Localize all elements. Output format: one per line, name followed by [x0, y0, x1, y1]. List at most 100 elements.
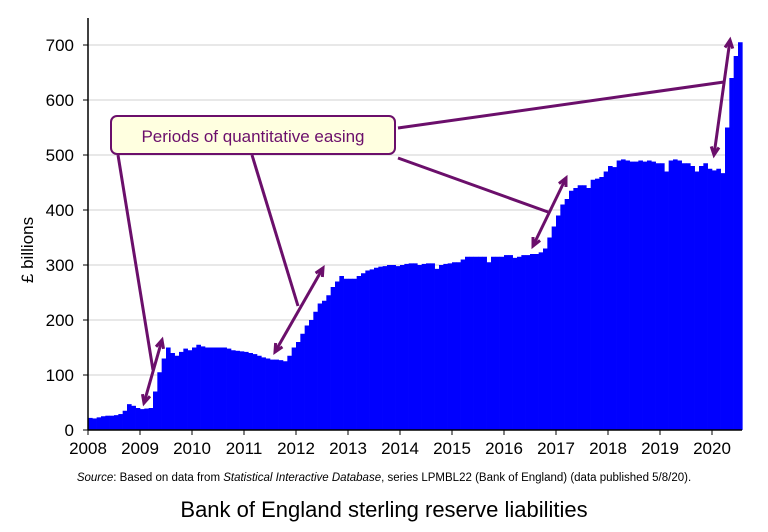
- bar: [430, 263, 435, 430]
- bar: [560, 204, 565, 430]
- bar: [586, 188, 591, 430]
- bar: [235, 350, 240, 430]
- bar: [300, 333, 305, 430]
- bar: [694, 171, 700, 430]
- bar: [391, 265, 396, 430]
- bar: [114, 415, 119, 430]
- bar: [222, 347, 227, 430]
- bar: [417, 265, 422, 430]
- bar: [556, 215, 561, 430]
- y-tick-label: 100: [46, 366, 74, 385]
- bar: [712, 170, 717, 430]
- bar: [322, 300, 327, 430]
- bar: [590, 179, 596, 430]
- bar: [365, 270, 370, 430]
- annotation-box: Periods of quantitative easing: [110, 115, 396, 155]
- source-label: Source: [76, 472, 114, 484]
- bar: [681, 163, 687, 430]
- bar: [252, 354, 258, 430]
- y-axis-label: £ billions: [18, 216, 37, 284]
- bar: [205, 347, 210, 430]
- x-tick-label: 2017: [537, 439, 575, 458]
- bar: [699, 166, 704, 430]
- bar: [374, 267, 379, 430]
- double-arrow: [712, 39, 732, 156]
- double-arrow: [142, 339, 164, 404]
- y-tick-label: 400: [46, 201, 74, 220]
- bar: [473, 256, 479, 430]
- bar: [447, 263, 453, 430]
- bar: [616, 160, 622, 430]
- chart-title: Bank of England sterling reserve liabili…: [180, 497, 588, 522]
- bar: [408, 263, 414, 430]
- bar: [200, 346, 206, 430]
- pointer-line: [397, 80, 725, 130]
- pointer-line: [250, 154, 300, 307]
- x-tick-label: 2012: [277, 439, 315, 458]
- bar: [183, 348, 188, 430]
- bar: [651, 161, 656, 430]
- bar: [144, 408, 149, 430]
- bar: [603, 171, 609, 430]
- bar: [317, 303, 323, 430]
- bar: [660, 163, 665, 430]
- bar: [339, 276, 344, 430]
- arrow-head: [314, 265, 325, 278]
- bar: [720, 173, 726, 430]
- bar: [343, 278, 349, 430]
- bar: [348, 278, 353, 430]
- bar: [729, 78, 734, 430]
- bar: [257, 355, 262, 430]
- y-tick-label: 600: [46, 91, 74, 110]
- bar: [690, 166, 695, 430]
- bar: [608, 166, 613, 430]
- bar: [504, 255, 509, 430]
- arrow-head: [154, 336, 166, 350]
- bar: [547, 237, 552, 430]
- bar: [460, 259, 466, 430]
- bar: [213, 347, 219, 430]
- bar: [655, 163, 661, 430]
- x-tick-label: 2009: [121, 439, 159, 458]
- bar: [469, 256, 474, 430]
- bar: [140, 409, 145, 430]
- y-tick-label: 300: [46, 256, 74, 275]
- bar: [673, 159, 678, 430]
- bar: [521, 255, 526, 430]
- bar: [716, 168, 721, 430]
- bar: [395, 266, 401, 430]
- bar: [551, 226, 557, 430]
- bar: [738, 42, 743, 430]
- chart: 0 100 200 300 400 500 600 700 2008 2009 2010 2011 20…: [46, 18, 743, 458]
- bar: [369, 269, 375, 430]
- x-tick-label: 2015: [433, 439, 471, 458]
- bar: [525, 255, 531, 430]
- bar: [131, 405, 136, 430]
- bar: [582, 185, 587, 430]
- bar: [274, 359, 279, 430]
- bar: [296, 342, 301, 430]
- y-tick-label: 700: [46, 36, 74, 55]
- bar: [434, 268, 440, 430]
- bar: [248, 353, 253, 430]
- bar: [599, 177, 604, 430]
- bar: [270, 359, 275, 430]
- bar: [96, 417, 102, 430]
- bar: [261, 357, 266, 430]
- bar: [105, 415, 110, 430]
- bar: [499, 256, 505, 430]
- bar: [101, 416, 106, 430]
- bar: [387, 265, 392, 430]
- double-arrow: [273, 267, 325, 353]
- bar: [400, 265, 405, 430]
- bar: [508, 255, 513, 430]
- bar: [352, 278, 357, 430]
- bar: [668, 160, 674, 430]
- source-note: Source: Based on data from Statistical I…: [0, 472, 768, 484]
- bar: [439, 265, 444, 430]
- bar: [421, 263, 427, 430]
- bar: [218, 347, 223, 430]
- bar: [517, 256, 522, 430]
- bar: [664, 171, 669, 430]
- bar: [625, 160, 630, 430]
